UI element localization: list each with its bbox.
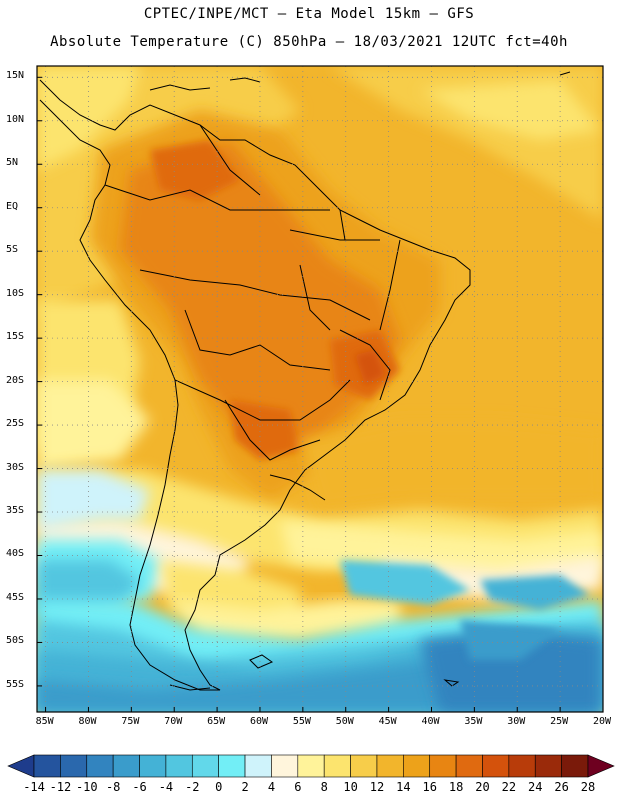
colorbar-swatch <box>482 754 510 778</box>
longitude-label: 45W <box>378 716 397 727</box>
colorbar-swatch <box>191 754 219 778</box>
latitude-label: 20S <box>6 374 25 386</box>
longitude-label: 55W <box>292 716 311 727</box>
colorbar-swatch <box>376 754 404 778</box>
colorbar-swatch <box>350 754 378 778</box>
colorbar-min-triangle <box>7 754 35 778</box>
colorbar-label: -8 <box>105 780 121 794</box>
temperature-field <box>37 66 603 712</box>
longitude-label: 25W <box>550 716 569 727</box>
colorbar-swatch <box>534 754 562 778</box>
latitude-label: 10N <box>6 113 25 125</box>
map-title-line-2: Absolute Temperature (C) 850hPa – 18/03/… <box>50 34 568 50</box>
colorbar-swatch <box>139 754 167 778</box>
latitude-label: 45S <box>6 591 25 603</box>
colorbar-label: -12 <box>49 780 72 794</box>
colorbar-swatch <box>403 754 431 778</box>
colorbar-label: 26 <box>554 780 569 794</box>
colorbar-label: -10 <box>75 780 98 794</box>
colorbar <box>7 754 615 778</box>
colorbar-label: 6 <box>294 780 302 794</box>
longitude-label: 50W <box>335 716 354 727</box>
latitude-label: 30S <box>6 461 25 473</box>
longitude-label: 65W <box>207 716 226 727</box>
colorbar-label: 4 <box>267 780 276 794</box>
colorbar-swatch <box>165 754 193 778</box>
colorbar-swatch <box>60 754 88 778</box>
longitude-label: 20W <box>593 716 612 727</box>
latitude-label: 40S <box>6 548 25 560</box>
colorbar-label: 2 <box>241 780 249 794</box>
colorbar-swatch <box>429 754 457 778</box>
colorbar-max-triangle <box>587 754 615 778</box>
colorbar-label: -2 <box>185 780 200 794</box>
longitude-label: 70W <box>164 716 183 727</box>
map-frame <box>36 65 604 713</box>
colorbar-swatch <box>244 754 272 778</box>
longitude-label: 80W <box>78 716 97 727</box>
latitude-label: 15S <box>6 331 25 343</box>
colorbar-swatch <box>508 754 536 778</box>
colorbar-swatch <box>112 754 140 778</box>
colorbar-label: 14 <box>396 780 411 794</box>
latitude-label: 25S <box>6 418 25 430</box>
latitude-label: 50S <box>6 635 25 647</box>
colorbar-swatch <box>455 754 483 778</box>
latitude-label: 15N <box>6 70 25 82</box>
longitude-label: 35W <box>464 716 483 727</box>
colorbar-label: -6 <box>132 780 147 794</box>
colorbar-label: 22 <box>501 780 517 794</box>
latitude-label: 5S <box>6 244 19 256</box>
colorbar-label: 18 <box>448 780 464 794</box>
colorbar-label: 16 <box>422 780 437 794</box>
colorbar-swatch <box>323 754 351 778</box>
longitude-label: 85W <box>35 716 54 727</box>
colorbar-label: -14 <box>23 780 45 794</box>
colorbar-swatch <box>86 754 114 778</box>
colorbar-swatch <box>218 754 246 778</box>
latitude-label: 10S <box>6 287 25 299</box>
colorbar-label: 8 <box>320 780 328 794</box>
colorbar-label: 10 <box>343 780 358 794</box>
latitude-label: 5N <box>6 157 19 169</box>
colorbar-label: 24 <box>528 780 543 794</box>
colorbar-label: 28 <box>580 780 596 794</box>
colorbar-label: 0 <box>215 780 223 794</box>
colorbar-swatch <box>271 754 299 778</box>
longitude-label: 60W <box>249 716 269 727</box>
longitude-label: 40W <box>421 716 440 727</box>
colorbar-swatch <box>297 754 325 778</box>
coastlines <box>39 71 571 691</box>
map-title-line-1: CPTEC/INPE/MCT – Eta Model 15km – GFS <box>143 6 475 22</box>
latitude-label: 35S <box>6 505 25 517</box>
latitude-label: 55S <box>6 678 25 690</box>
colorbar-label: -4 <box>158 780 174 794</box>
colorbar-label: 20 <box>475 780 490 794</box>
longitude-label: 30W <box>507 716 526 727</box>
colorbar-swatch <box>561 754 589 778</box>
colorbar-swatch <box>33 754 61 778</box>
longitude-label: 75W <box>121 716 140 727</box>
colorbar-label: 12 <box>369 780 385 794</box>
latitude-label: EQ <box>6 200 19 212</box>
